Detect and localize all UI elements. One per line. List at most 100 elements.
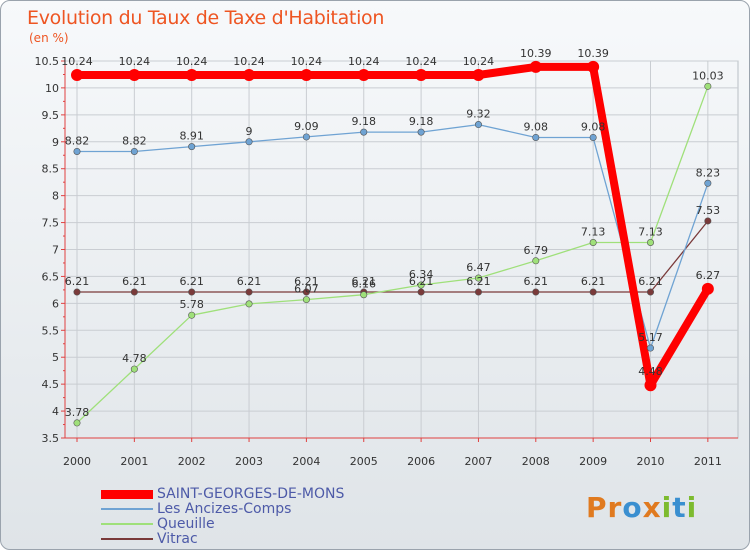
data-label: 6.79 (524, 244, 549, 257)
data-label: 10.24 (348, 55, 380, 68)
data-label: 9.08 (581, 120, 606, 133)
data-point (646, 288, 654, 296)
data-label: 6.21 (237, 275, 262, 288)
data-point (130, 147, 138, 155)
data-label: 7.13 (581, 225, 606, 238)
y-axis-unit: (en %) (29, 31, 69, 45)
data-point (587, 60, 600, 73)
legend-swatch (101, 538, 153, 540)
data-point (701, 282, 714, 295)
data-point (704, 82, 712, 90)
data-label: 6.47 (466, 261, 491, 274)
y-tick-label: 9.5 (42, 109, 60, 122)
y-tick-label: 4.5 (42, 378, 60, 391)
data-point (130, 365, 138, 373)
data-label: 6.07 (294, 283, 319, 296)
series-labels: 6.21 6.21 6.21 6.21 6.21 6.21 6.21 6.21 6.21 6.21… (61, 47, 723, 419)
x-tick-label: 2011 (694, 455, 722, 468)
data-label: 8.91 (179, 130, 204, 143)
data-label: 6.34 (409, 268, 434, 281)
data-label: 9.08 (524, 120, 549, 133)
data-point (417, 281, 425, 289)
data-label: 7.53 (696, 204, 721, 217)
grid (64, 60, 739, 439)
data-label: 4.48 (638, 365, 663, 378)
data-point (417, 128, 425, 136)
data-point (360, 291, 368, 299)
legend-label: Queuille (157, 516, 215, 532)
data-point (130, 288, 138, 296)
logo-letter: P (586, 491, 608, 524)
series-line-les ancizes-comps (76, 123, 709, 349)
legend-item: Vitrac (101, 531, 198, 547)
data-label: 10.24 (61, 55, 93, 68)
x-tick-label: 2000 (63, 455, 91, 468)
data-label: 6.21 (466, 275, 491, 288)
data-point (589, 133, 597, 141)
data-point (589, 288, 597, 296)
data-point (646, 344, 654, 352)
data-label: 10.24 (405, 55, 437, 68)
legend-item: SAINT-GEORGES-DE-MONS (101, 486, 344, 502)
data-label: 10.24 (291, 55, 323, 68)
data-label: 6.21 (294, 275, 319, 288)
data-label: 8.23 (696, 166, 721, 179)
data-label: 5.78 (179, 298, 204, 311)
x-tick-label: 2008 (522, 455, 550, 468)
data-point (73, 419, 81, 427)
legend-label: Vitrac (157, 531, 198, 547)
data-label: 4.78 (122, 352, 147, 365)
logo-letter: r (607, 491, 623, 524)
y-tick-label: 7.5 (42, 217, 60, 230)
y-tick-label: 6.5 (42, 270, 60, 283)
data-label: 10.03 (692, 69, 724, 82)
data-point (302, 296, 310, 304)
chart-title: Evolution du Taux de Taxe d'Habitation (27, 7, 385, 29)
data-point (704, 179, 712, 187)
x-tick-label: 2002 (178, 455, 206, 468)
data-point (644, 379, 657, 392)
x-tick-label: 2004 (292, 455, 320, 468)
data-point (128, 69, 141, 82)
y-tick-label: 10.5 (35, 55, 60, 68)
data-point (300, 69, 313, 82)
x-tick-label: 2005 (350, 455, 378, 468)
data-label: 6.21 (122, 275, 147, 288)
data-label: 10.24 (176, 55, 208, 68)
x-tick-label: 2010 (637, 455, 665, 468)
y-tick-label: 4 (52, 405, 59, 418)
data-point (589, 238, 597, 246)
data-label: 5.17 (638, 331, 663, 344)
proxiti-logo: Proxiti (586, 491, 697, 524)
logo-letter: i (661, 491, 673, 524)
data-point (472, 69, 485, 82)
data-label: 10.24 (233, 55, 265, 68)
data-label: 7.13 (638, 225, 663, 238)
data-point (71, 69, 83, 82)
data-point (532, 288, 540, 296)
series-points (71, 60, 714, 427)
legend-label: Les Ancizes-Comps (157, 501, 292, 517)
data-point (302, 288, 310, 296)
data-label: 9 (246, 125, 253, 138)
data-point (474, 121, 482, 129)
data-label: 10.39 (577, 47, 609, 60)
data-point (646, 238, 654, 246)
data-label: 6.21 (179, 275, 204, 288)
series-lines (73, 62, 712, 424)
data-label: 8.82 (122, 134, 147, 147)
logo-letter: x (642, 491, 662, 524)
legend-item: Queuille (101, 516, 215, 532)
data-point (188, 288, 196, 296)
series-line-saint-georges-de-mons (73, 62, 712, 390)
x-tick-label: 2001 (120, 455, 148, 468)
logo-letter: o (622, 491, 643, 524)
data-point (188, 143, 196, 151)
data-label: 10.24 (119, 55, 151, 68)
y-tick-label: 10 (45, 82, 59, 95)
legend-item: Les Ancizes-Comps (101, 501, 291, 517)
data-label: 9.18 (409, 115, 434, 128)
data-point (704, 217, 712, 225)
data-label: 6.21 (524, 275, 549, 288)
